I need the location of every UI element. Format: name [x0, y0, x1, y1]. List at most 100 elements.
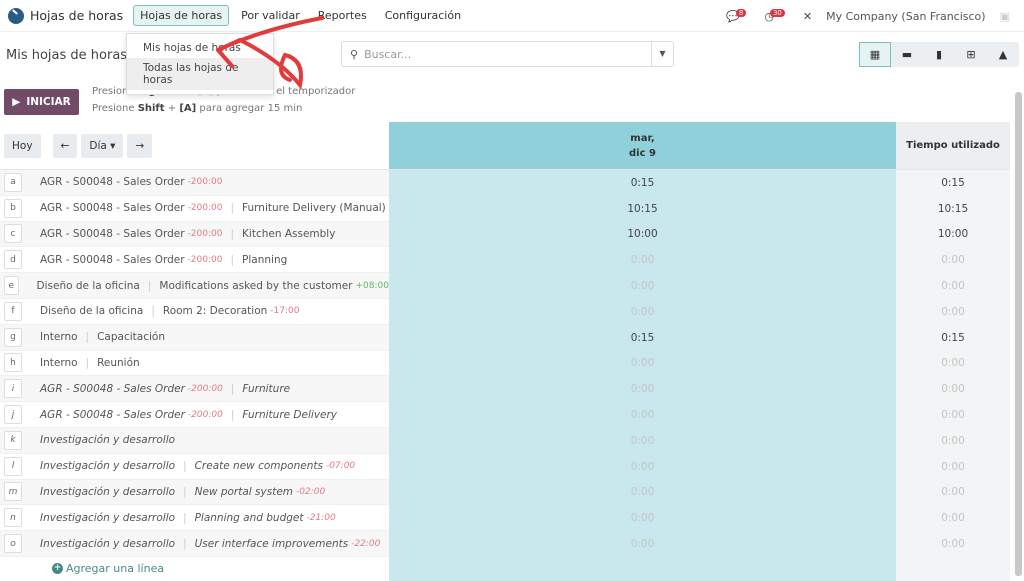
day-cell[interactable]: 0:00 — [389, 350, 896, 377]
table-row: a AGR - S00048 - Sales Order -200:00 0:15 0:… — [0, 170, 1010, 196]
separator: | — [183, 537, 187, 550]
table-row: o Investigación y desarrollo | User interfa… — [0, 531, 1010, 557]
project-balance: -200:00 — [187, 228, 223, 239]
total-cell: 0:00 — [896, 376, 1010, 403]
task-name: Kitchen Assembly — [242, 227, 336, 240]
menu-configuracion[interactable]: Configuración — [384, 9, 462, 22]
search-input[interactable]: ⚲ Buscar... ▼ — [341, 41, 674, 67]
total-cell: 0:00 — [896, 505, 1010, 532]
row-label: f Diseño de la oficina | Room 2: Decoration… — [0, 299, 389, 325]
project-name: AGR - S00048 - Sales Order — [40, 408, 185, 421]
row-key: c — [4, 224, 22, 244]
row-label: e Diseño de la oficina | Modifications aske… — [0, 273, 389, 299]
separator: | — [230, 408, 235, 421]
list-view-icon[interactable]: ▬ — [901, 48, 913, 61]
activities-button[interactable]: ◷30 — [764, 8, 789, 23]
timesheets-dropdown: Mis hojas de horas Todas las hojas de ho… — [126, 33, 274, 95]
day-cell[interactable]: 0:00 — [389, 505, 896, 532]
row-key: k — [4, 430, 22, 450]
user-avatar[interactable]: ▣ — [999, 9, 1010, 23]
dropdown-item-todas-hojas[interactable]: Todas las hojas de horas — [127, 58, 273, 90]
separator: | — [151, 305, 155, 318]
scrollbar[interactable] — [1015, 92, 1022, 576]
row-label: l Investigación y desarrollo | Create new c… — [0, 454, 389, 480]
total-cell: 0:00 — [896, 402, 1010, 428]
project-name: AGR - S00048 - Sales Order — [40, 253, 185, 266]
app-title[interactable]: Hojas de horas — [30, 8, 124, 23]
row-key: f — [4, 301, 22, 321]
project-name: Investigación y desarrollo — [40, 511, 176, 524]
start-timer-button[interactable]: ▶ INICIAR — [4, 89, 79, 115]
day-cell[interactable]: 10:15 — [389, 195, 896, 222]
day-cell[interactable]: 0:00 — [389, 479, 896, 506]
day-cell[interactable]: 10:00 — [389, 221, 896, 248]
task-name: Reunión — [97, 356, 140, 369]
total-cell: 0:00 — [896, 479, 1010, 506]
search-options-toggle[interactable]: ▼ — [651, 42, 673, 66]
project-name: Investigación y desarrollo — [40, 434, 176, 447]
day-cell[interactable]: 0:00 — [389, 273, 896, 299]
search-icon: ⚲ — [350, 47, 359, 61]
row-key: a — [4, 172, 22, 192]
grid-view-icon[interactable]: ▦ — [859, 42, 891, 67]
separator: | — [183, 511, 187, 524]
menu-reportes[interactable]: Reportes — [317, 9, 367, 22]
day-cell[interactable]: 0:00 — [389, 402, 896, 428]
day-cell[interactable]: 0:00 — [389, 247, 896, 274]
day-cell[interactable]: 0:00 — [389, 531, 896, 557]
next-arrow-icon[interactable]: → — [127, 133, 153, 158]
project-balance: -200:00 — [187, 177, 223, 188]
total-cell: 0:00 — [896, 298, 1010, 325]
project-balance: -200:00 — [187, 203, 223, 214]
separator: | — [85, 356, 90, 369]
task-name: Modifications asked by the customer — [159, 279, 353, 292]
table-row: k Investigación y desarrollo 0:00 0:00 — [0, 427, 1010, 454]
total-cell: 10:15 — [896, 195, 1010, 222]
row-key: l — [4, 456, 22, 476]
range-dropdown[interactable]: Día ▾ — [81, 133, 124, 158]
row-key: i — [4, 379, 22, 399]
today-button[interactable]: Hoy — [4, 133, 41, 158]
company-switcher[interactable]: My Company (San Francisco) — [826, 9, 986, 23]
day-cell[interactable]: 0:00 — [389, 298, 896, 325]
prev-arrow-icon[interactable]: ← — [52, 133, 78, 158]
pivot-view-icon[interactable]: ⊞ — [966, 48, 976, 61]
breadcrumb: Mis hojas de horas — [6, 48, 128, 63]
task-name: Planning and budget — [194, 511, 304, 524]
row-label: i AGR - S00048 - Sales Order -200:00 | Furni… — [0, 376, 389, 403]
app-logo-icon[interactable] — [8, 7, 24, 24]
project-name: Investigación y desarrollo — [40, 460, 176, 473]
task-name: Furniture — [242, 382, 291, 395]
day-cell[interactable]: 0:15 — [389, 170, 896, 196]
messages-button[interactable]: 💬8 — [726, 8, 750, 23]
table-row: b AGR - S00048 - Sales Order -200:00 | Furni… — [0, 195, 1010, 222]
dropdown-item-mis-hojas[interactable]: Mis hojas de horas — [143, 42, 241, 54]
table-row: j AGR - S00048 - Sales Order -200:00 | Furni… — [0, 402, 1010, 428]
kanban-view-icon[interactable]: ▮ — [935, 48, 943, 61]
row-key: m — [4, 482, 22, 502]
total-cell: 10:00 — [896, 221, 1010, 248]
row-label: c AGR - S00048 - Sales Order -200:00 | Kitch… — [0, 221, 389, 248]
project-balance: -200:00 — [187, 409, 223, 420]
day-cell[interactable]: 0:00 — [389, 427, 896, 454]
day-cell[interactable]: 0:00 — [389, 376, 896, 403]
menu-hojas-de-horas[interactable]: Hojas de horas — [133, 5, 230, 26]
add-line-button[interactable]: + Agregar una línea — [0, 556, 389, 581]
graph-view-icon[interactable]: ▲ — [998, 48, 1008, 61]
total-cell: 0:00 — [896, 453, 1010, 480]
table-row: h Interno | Reunión 0:00 0:00 — [0, 350, 1010, 377]
plus-icon: + — [52, 563, 63, 575]
day-cell[interactable]: 0:00 — [389, 453, 896, 480]
separator: | — [230, 253, 235, 266]
table-row: e Diseño de la oficina | Modifications aske… — [0, 273, 1010, 299]
row-label: j AGR - S00048 - Sales Order -200:00 | Furni… — [0, 402, 389, 428]
day-cell[interactable]: 0:15 — [389, 324, 896, 351]
add-time-hint: Presione Shift + [A] para agregar 15 min — [92, 103, 303, 114]
project-name: Diseño de la oficina — [40, 305, 144, 318]
day-column-header: mar, dic 9 — [389, 122, 896, 169]
project-name: Interno — [40, 356, 78, 369]
tools-icon[interactable]: ✕ — [802, 9, 813, 23]
menu-por-validar[interactable]: Por validar — [241, 9, 300, 22]
task-balance: -17:00 — [270, 306, 300, 317]
task-name: New portal system — [194, 485, 294, 498]
